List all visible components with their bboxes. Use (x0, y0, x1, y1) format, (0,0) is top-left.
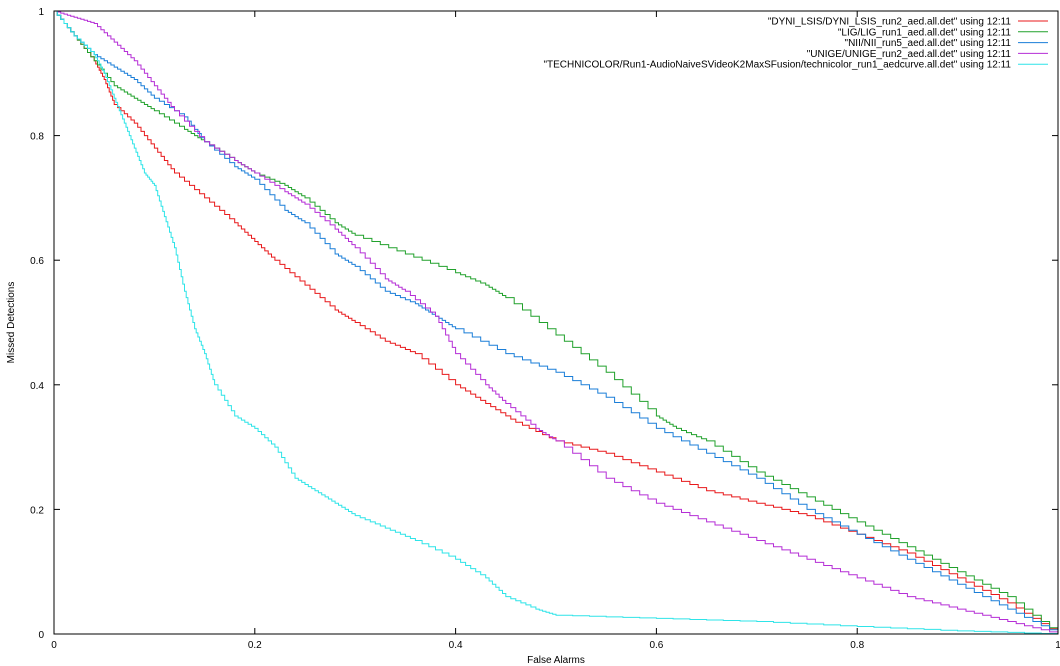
series-line-3 (54, 10, 1059, 634)
x-tick-label: 0.2 (248, 640, 262, 651)
x-tick-label: 0.6 (649, 640, 663, 651)
legend-entry-label: "LIG/LIG_run1_aed.all.det" using 12:11 (838, 27, 1012, 38)
series-line-2 (54, 10, 1059, 634)
y-tick-label: 0.2 (30, 505, 44, 516)
series-line-4 (54, 10, 1059, 634)
x-tick-label: 0 (51, 640, 57, 651)
axis-ticks (53, 10, 1059, 635)
y-tick-label: 0 (38, 630, 44, 641)
plot-lines (54, 10, 1059, 634)
series-line-1 (54, 10, 1059, 634)
legend-entry-label: "UNIGE/UNIGE_run2_aed.all.det" using 12:… (807, 49, 1012, 60)
legend-entry-label: "TECHNICOLOR/Run1-AudioNaiveSVideoK2MaxS… (543, 60, 1011, 71)
axis-tick-labels: 0 0.2 0.4 0.6 0.8 1 0 0.2 0.4 0.6 0.8 1 (30, 7, 1060, 651)
x-axis-label: False Alarms (527, 655, 585, 666)
series-line-5 (54, 10, 1059, 634)
x-tick-label: 1 (1055, 640, 1060, 651)
x-tick-label: 0.8 (850, 640, 864, 651)
y-tick-label: 1 (38, 7, 44, 18)
plot-frame (53, 10, 1059, 635)
legend-entry-label: "DYNI_LSIS/DYNI_LSIS_run2_aed.all.det" u… (768, 17, 1012, 28)
y-tick-label: 0.8 (30, 132, 44, 143)
y-tick-label: 0.6 (30, 256, 44, 267)
y-axis-label: Missed Detections (6, 282, 17, 364)
y-tick-label: 0.4 (30, 381, 44, 392)
legend-entry-label: "NII/NII_run5_aed.all.det" using 12:11 (845, 38, 1012, 49)
x-tick-label: 0.4 (449, 640, 463, 651)
legend: "DYNI_LSIS/DYNI_LSIS_run2_aed.all.det" u… (543, 17, 1048, 71)
